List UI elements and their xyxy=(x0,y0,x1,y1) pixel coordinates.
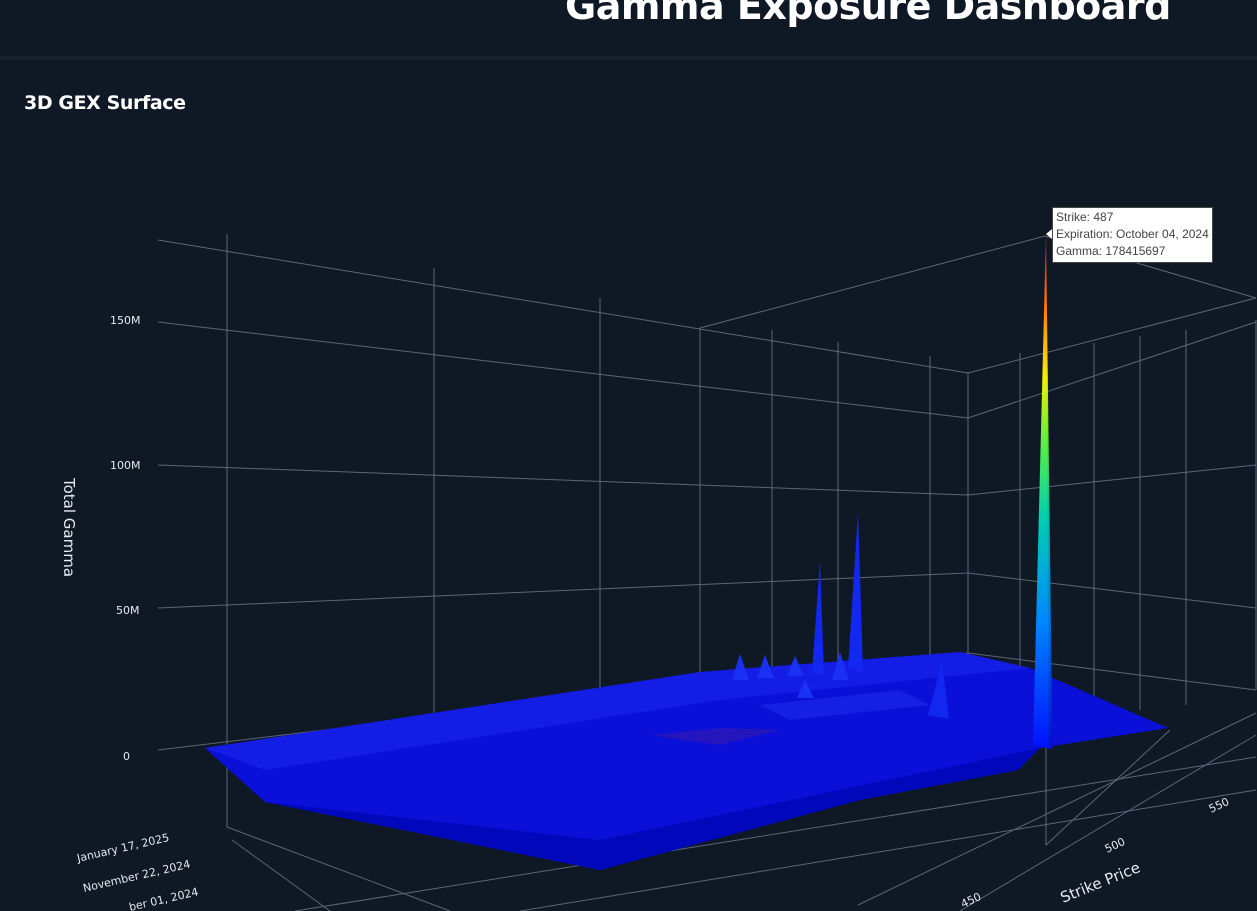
gamma-bump xyxy=(732,654,749,680)
y-axis: January 17, 2025 November 22, 2024 ber 0… xyxy=(75,831,200,911)
surface-top-face xyxy=(205,652,1030,770)
z-tick-3: 150M xyxy=(110,314,141,327)
peaks-layer xyxy=(732,233,1053,749)
z-tick-1: 50M xyxy=(116,604,140,617)
x-tick-1: 500 xyxy=(1103,835,1128,856)
x-axis: 450 500 550 Strike Price xyxy=(959,795,1232,911)
tooltip-expiration: Expiration: October 04, 2024 xyxy=(1056,227,1209,241)
grid-line xyxy=(157,321,969,419)
hover-tooltip: Strike: 487 Expiration: October 04, 2024… xyxy=(1052,207,1213,263)
y-tick-0: January 17, 2025 xyxy=(75,831,171,865)
z-axis: 0 50M 100M 150M Total Gamma xyxy=(60,314,141,763)
grid-line xyxy=(157,239,969,374)
y-tick-2: ber 01, 2024 xyxy=(128,885,200,911)
surface-front-face xyxy=(265,748,1040,870)
grid-lines xyxy=(157,234,1257,911)
grid-line xyxy=(967,652,1257,691)
grid-line xyxy=(157,464,969,496)
grid-line xyxy=(157,572,969,609)
grid-line xyxy=(699,235,1046,329)
gamma-bump xyxy=(787,656,804,676)
z-tick-2: 100M xyxy=(110,459,141,472)
section-title: 3D GEX Surface xyxy=(24,92,186,114)
grid-line xyxy=(294,756,1257,911)
surface-ridge xyxy=(760,690,930,720)
z-axis-title: Total Gamma xyxy=(60,477,78,577)
tooltip-arrow xyxy=(1046,229,1052,239)
grid-line xyxy=(967,464,1257,496)
grid-line xyxy=(959,734,1257,911)
gamma-bump xyxy=(832,652,849,680)
surface-ridge xyxy=(650,728,780,745)
z-tick-0: 0 xyxy=(123,750,130,763)
tooltip-gamma: Gamma: 178415697 xyxy=(1056,244,1166,258)
tooltip-strike: Strike: 487 xyxy=(1056,210,1114,224)
grid-line xyxy=(967,572,1257,609)
gamma-surface[interactable] xyxy=(205,652,1168,870)
gamma-bump xyxy=(757,655,774,678)
x-tick-2: 550 xyxy=(1207,795,1232,816)
x-axis-title: Strike Price xyxy=(1058,858,1143,906)
x-tick-0: 450 xyxy=(959,890,984,911)
grid-line xyxy=(226,826,451,911)
gamma-peak-shade xyxy=(1046,233,1053,749)
surface-base xyxy=(205,652,1168,870)
gamma-peak xyxy=(928,661,949,719)
grid-line xyxy=(1045,729,1171,846)
grid-line xyxy=(967,321,1257,419)
grid-line xyxy=(857,712,1257,906)
page-title: Gamma Exposure Dashboard xyxy=(565,0,1171,28)
grid-line xyxy=(519,789,1257,911)
gamma-peak xyxy=(812,560,824,676)
top-header: Gamma Exposure Dashboard xyxy=(0,0,1257,60)
gamma-peak xyxy=(848,512,863,672)
gamma-bump xyxy=(797,680,814,698)
grid-line xyxy=(967,297,1257,374)
grid-line xyxy=(231,839,331,911)
